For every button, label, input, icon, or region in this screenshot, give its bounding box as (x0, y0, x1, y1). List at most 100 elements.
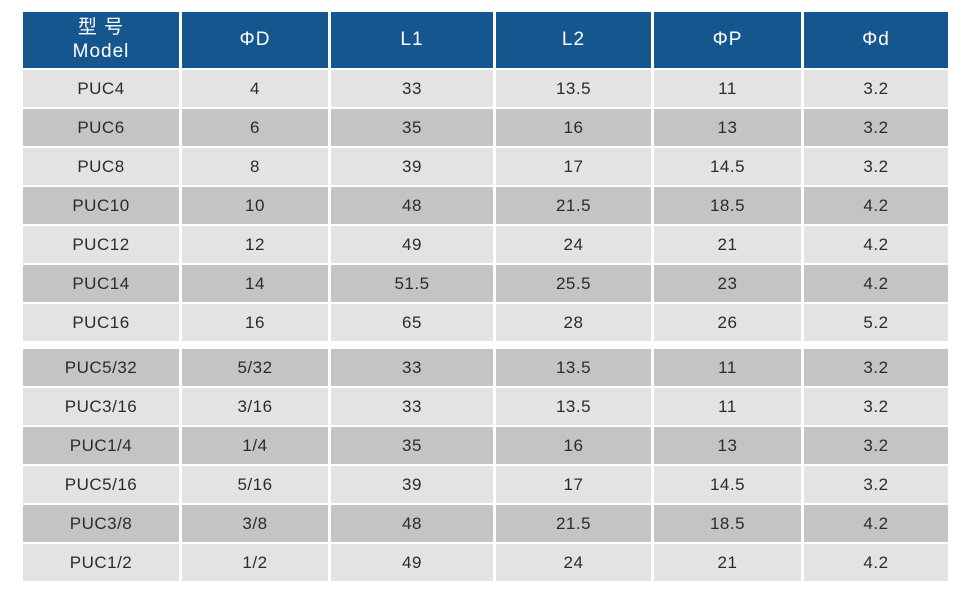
spec-table-container: 型 号 Model ΦD L1 L2 ΦP Φd PUC4 4 33 13.5 11 3.… (20, 10, 951, 583)
table-row: PUC14 14 51.5 25.5 23 4.2 (23, 265, 948, 302)
value-cell: 3.2 (804, 109, 948, 146)
model-cell: PUC16 (23, 304, 179, 341)
section-spacer-cell (23, 343, 948, 347)
value-cell: 13.5 (496, 70, 651, 107)
value-cell: 4.2 (804, 226, 948, 263)
value-cell: 11 (654, 388, 801, 425)
value-cell: 4.2 (804, 544, 948, 581)
value-cell: 3.2 (804, 427, 948, 464)
value-cell: 4.2 (804, 505, 948, 542)
model-cell: PUC5/32 (23, 349, 179, 386)
value-cell: 5.2 (804, 304, 948, 341)
value-cell: 3.2 (804, 466, 948, 503)
value-cell: 3.2 (804, 148, 948, 185)
column-header-model: 型 号 Model (23, 12, 179, 68)
value-cell: 12 (182, 226, 328, 263)
table-header: 型 号 Model ΦD L1 L2 ΦP Φd (23, 12, 948, 68)
value-cell: 21 (654, 544, 801, 581)
value-cell: 14.5 (654, 148, 801, 185)
value-cell: 16 (182, 304, 328, 341)
model-cell: PUC12 (23, 226, 179, 263)
model-cell: PUC4 (23, 70, 179, 107)
value-cell: 24 (496, 226, 651, 263)
value-cell: 25.5 (496, 265, 651, 302)
column-header-l1: L1 (331, 12, 493, 68)
value-cell: 13.5 (496, 388, 651, 425)
table-row: PUC10 10 48 21.5 18.5 4.2 (23, 187, 948, 224)
model-cell: PUC6 (23, 109, 179, 146)
value-cell: 8 (182, 148, 328, 185)
value-cell: 39 (331, 466, 493, 503)
value-cell: 14.5 (654, 466, 801, 503)
value-cell: 6 (182, 109, 328, 146)
model-cell: PUC1/4 (23, 427, 179, 464)
table-row: PUC3/8 3/8 48 21.5 18.5 4.2 (23, 505, 948, 542)
table-row: PUC1/4 1/4 35 16 13 3.2 (23, 427, 948, 464)
value-cell: 3.2 (804, 349, 948, 386)
value-cell: 3.2 (804, 388, 948, 425)
value-cell: 4 (182, 70, 328, 107)
value-cell: 33 (331, 388, 493, 425)
value-cell: 11 (654, 349, 801, 386)
value-cell: 33 (331, 70, 493, 107)
value-cell: 14 (182, 265, 328, 302)
column-header-phi-p: ΦP (654, 12, 801, 68)
value-cell: 11 (654, 70, 801, 107)
model-header-en: Model (72, 41, 130, 62)
header-row: 型 号 Model ΦD L1 L2 ΦP Φd (23, 12, 948, 68)
value-cell: 18.5 (654, 505, 801, 542)
model-cell: PUC5/16 (23, 466, 179, 503)
value-cell: 65 (331, 304, 493, 341)
model-cell: PUC3/8 (23, 505, 179, 542)
value-cell: 1/4 (182, 427, 328, 464)
value-cell: 17 (496, 466, 651, 503)
model-cell: PUC14 (23, 265, 179, 302)
value-cell: 51.5 (331, 265, 493, 302)
value-cell: 5/16 (182, 466, 328, 503)
value-cell: 3/16 (182, 388, 328, 425)
value-cell: 39 (331, 148, 493, 185)
column-header-phi-d-small: Φd (804, 12, 948, 68)
value-cell: 16 (496, 427, 651, 464)
section-spacer (23, 343, 948, 347)
value-cell: 13 (654, 427, 801, 464)
value-cell: 18.5 (654, 187, 801, 224)
value-cell: 4.2 (804, 265, 948, 302)
value-cell: 1/2 (182, 544, 328, 581)
spec-table: 型 号 Model ΦD L1 L2 ΦP Φd PUC4 4 33 13.5 11 3.… (20, 10, 951, 583)
table-row: PUC3/16 3/16 33 13.5 11 3.2 (23, 388, 948, 425)
value-cell: 21 (654, 226, 801, 263)
value-cell: 13 (654, 109, 801, 146)
value-cell: 28 (496, 304, 651, 341)
table-row: PUC5/32 5/32 33 13.5 11 3.2 (23, 349, 948, 386)
table-row: PUC16 16 65 28 26 5.2 (23, 304, 948, 341)
value-cell: 3/8 (182, 505, 328, 542)
table-row: PUC1/2 1/2 49 24 21 4.2 (23, 544, 948, 581)
value-cell: 10 (182, 187, 328, 224)
table-body: PUC4 4 33 13.5 11 3.2 PUC6 6 35 16 13 3.2 PUC8 8 39 17 1… (23, 70, 948, 581)
model-cell: PUC3/16 (23, 388, 179, 425)
table-row: PUC12 12 49 24 21 4.2 (23, 226, 948, 263)
table-row: PUC6 6 35 16 13 3.2 (23, 109, 948, 146)
table-row: PUC8 8 39 17 14.5 3.2 (23, 148, 948, 185)
value-cell: 49 (331, 544, 493, 581)
value-cell: 3.2 (804, 70, 948, 107)
column-header-phi-d-outer: ΦD (182, 12, 328, 68)
value-cell: 13.5 (496, 349, 651, 386)
model-cell: PUC1/2 (23, 544, 179, 581)
value-cell: 48 (331, 187, 493, 224)
value-cell: 17 (496, 148, 651, 185)
value-cell: 5/32 (182, 349, 328, 386)
value-cell: 26 (654, 304, 801, 341)
value-cell: 24 (496, 544, 651, 581)
value-cell: 21.5 (496, 505, 651, 542)
value-cell: 16 (496, 109, 651, 146)
model-cell: PUC8 (23, 148, 179, 185)
value-cell: 21.5 (496, 187, 651, 224)
value-cell: 33 (331, 349, 493, 386)
model-header-cn: 型 号 (77, 17, 125, 39)
value-cell: 4.2 (804, 187, 948, 224)
value-cell: 49 (331, 226, 493, 263)
table-row: PUC5/16 5/16 39 17 14.5 3.2 (23, 466, 948, 503)
